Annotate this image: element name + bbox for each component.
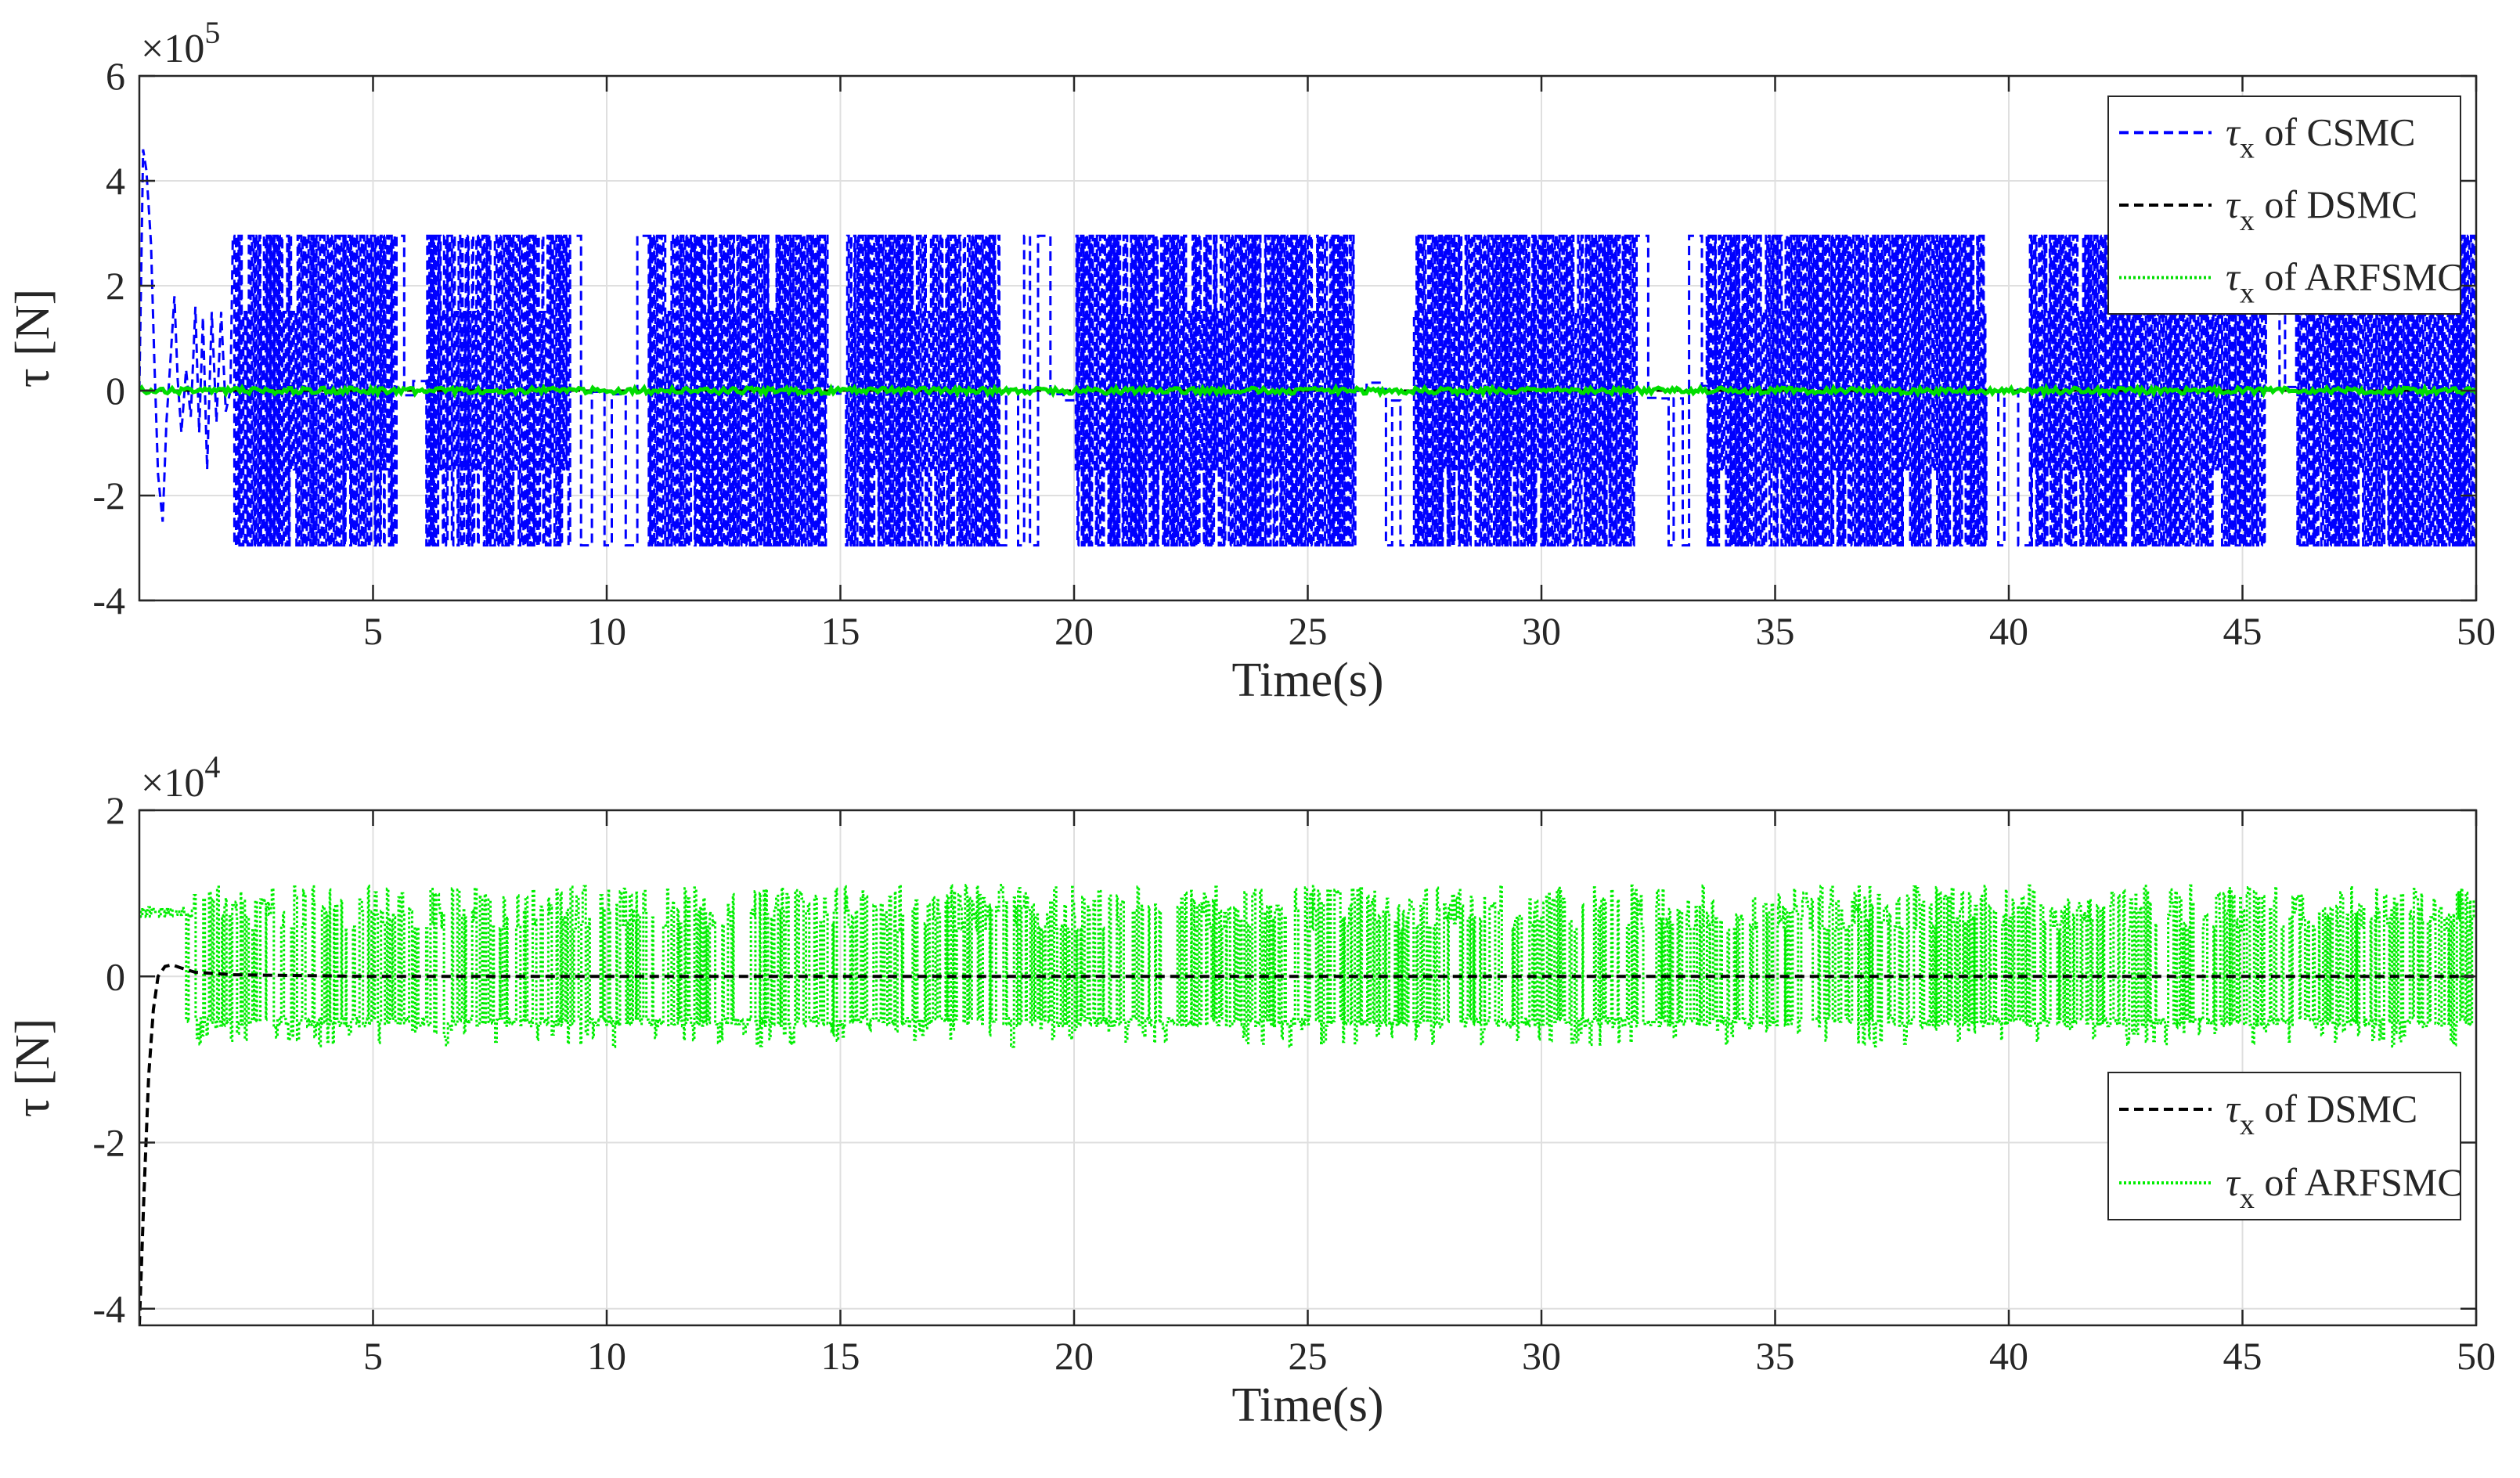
x-tick-label: 50 [2457,609,2496,653]
x-tick-label: 10 [587,1334,626,1378]
x-tick-label: 15 [821,1334,860,1378]
legend-subscript: x [2240,1182,2255,1215]
y-tick-label: -2 [92,474,125,517]
legend-rest: of DSMC [2255,1087,2417,1130]
x-tick-label: 15 [821,609,860,653]
y-tick-label: 6 [106,54,125,98]
legend-symbol: τ [2226,255,2241,299]
y-tick-label: -4 [92,579,125,622]
x-tick-label: 45 [2223,1334,2262,1378]
x-tick-label: 35 [1756,609,1795,653]
y-tick-label: -4 [92,1287,125,1331]
legend-subscript: x [2240,1108,2255,1141]
x-tick-label: 30 [1522,1334,1561,1378]
y-tick-label: 4 [106,159,125,203]
x-tick-label: 25 [1289,609,1328,653]
x-tick-label: 20 [1055,609,1094,653]
x-tick-label: 10 [587,609,626,653]
x-tick-label: 25 [1289,1334,1328,1378]
legend-rest: of CSMC [2255,110,2416,153]
x-tick-label: 35 [1756,1334,1795,1378]
data-layer [139,884,2476,1325]
legend-entry: τx of ARFSMC [2226,1160,2464,1215]
x-axis-label: Time(s) [1231,1379,1383,1432]
y-tick-label: 2 [106,788,125,832]
x-tick-label: 40 [1989,1334,2028,1378]
x-tick-label: 5 [363,609,383,653]
ticks [139,809,2478,1325]
x-tick-label: 20 [1055,1334,1094,1378]
arfsmc-series-line [139,382,2476,399]
legend-symbol: τ [2226,182,2241,226]
y-axis-label: τ [N] [6,289,59,388]
y-tick-label: 2 [106,264,125,308]
y-tick-label: -2 [92,1121,125,1165]
ticks [139,74,2478,602]
x-tick-label: 5 [363,1334,383,1378]
x-tick-label: 45 [2223,609,2262,653]
legend-symbol: τ [2226,1087,2241,1130]
legend-box [2107,1072,2461,1220]
dsmc-series-line [139,963,2476,1325]
legend-entry: τx of ARFSMC [2226,255,2464,310]
arfsmc-series-line [139,884,2476,1048]
legend-entry: τx of DSMC [2226,182,2417,237]
legend-rest: of ARFSMC [2255,1160,2464,1204]
legend-subscript: x [2240,132,2255,164]
legend-rest: of ARFSMC [2255,255,2464,299]
legend-symbol: τ [2226,110,2241,153]
exponent-power: 5 [204,15,220,50]
x-axis-label: Time(s) [1231,654,1383,707]
legend-symbol: τ [2226,1160,2241,1204]
legend-subscript: x [2240,204,2255,237]
x-tick-label: 50 [2457,1334,2496,1378]
legend-entry: τx of DSMC [2226,1087,2417,1141]
y-axis-label: τ [N] [6,1018,59,1117]
x-tick-label: 40 [1989,609,2028,653]
x-tick-label: 30 [1522,609,1561,653]
legend-subscript: x [2240,277,2255,310]
legend-entry: τx of CSMC [2226,110,2416,164]
y-tick-label: 0 [106,369,125,413]
y-tick-label: 0 [106,954,125,998]
exponent-power: 4 [204,749,220,784]
legend-rest: of DSMC [2255,182,2417,226]
